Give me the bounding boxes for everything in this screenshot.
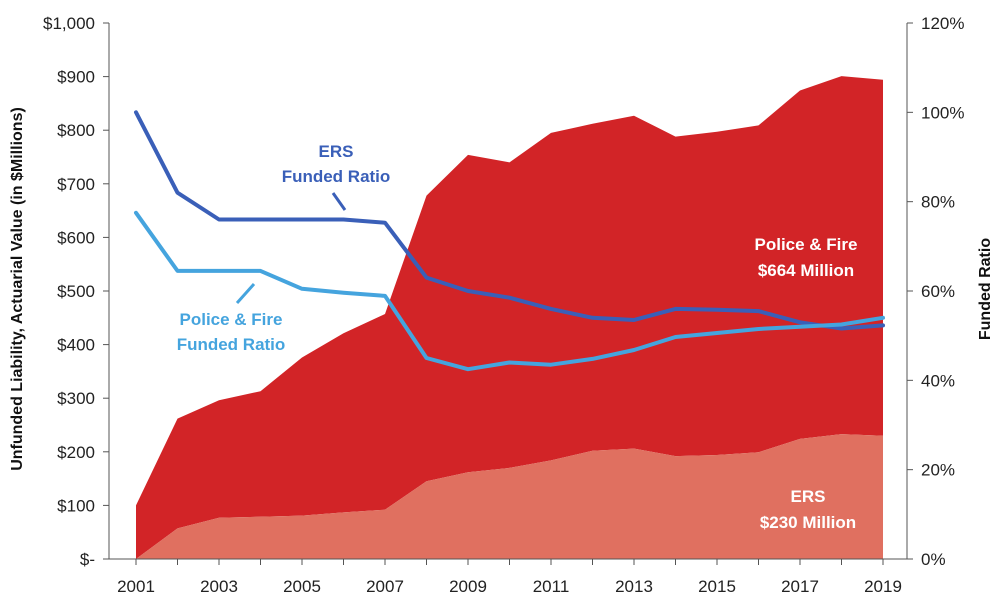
y-tick-label: $700 (57, 175, 95, 194)
x-tick-label: 2009 (449, 577, 487, 596)
y-tick-label: $900 (57, 68, 95, 87)
ers-ratio-annotation-line1: ERS (319, 142, 354, 161)
y-tick-label: $500 (57, 282, 95, 301)
y2-tick-label: 100% (921, 103, 964, 122)
pf-area-annotation-line2: $664 Million (758, 261, 854, 280)
x-tick-label: 2001 (117, 577, 155, 596)
line-series-group (134, 110, 885, 372)
x-tick-label: 2019 (864, 577, 902, 596)
y-axis-title: Unfunded Liability, Actuarial Value (in … (9, 107, 26, 471)
y-tick-label: $- (80, 550, 95, 569)
y2-tick-label: 0% (921, 550, 946, 569)
axes-group (103, 22, 913, 565)
y2-tick-label: 80% (921, 193, 955, 212)
police-fire-area (136, 76, 883, 559)
x-tick-labels: 2001 2003 2005 2007 2009 2011 2013 2015 2017 2019 (117, 577, 902, 596)
y-tick-label: $600 (57, 228, 95, 247)
y2-axis-title: Funded Ratio (977, 238, 994, 340)
y-tick-label: $200 (57, 443, 95, 462)
ers-ratio-annotation-leader (331, 192, 347, 211)
y-tick-label: $400 (57, 336, 95, 355)
pf-area-annotation-line1: Police & Fire (755, 235, 858, 254)
police-fire-funded-ratio-line (134, 210, 885, 372)
x-tick-label: 2005 (283, 577, 321, 596)
y-tick-label: $300 (57, 389, 95, 408)
ers-area-annotation-line1: ERS (791, 487, 826, 506)
x-tick-label: 2011 (533, 577, 570, 596)
ers-funded-ratio-line (134, 110, 885, 331)
y-tick-labels-right: 0% 20% 40% 60% 80% 100% 120% (921, 14, 964, 569)
x-tick-label: 2015 (698, 577, 736, 596)
y2-tick-label: 40% (921, 371, 955, 390)
ers-area (136, 434, 883, 559)
y-tick-label: $800 (57, 121, 95, 140)
x-tick-label: 2017 (781, 577, 819, 596)
ers-area-annotation-line2: $230 Million (760, 513, 856, 532)
x-tick-label: 2003 (200, 577, 238, 596)
x-tick-label: 2013 (615, 577, 653, 596)
y-tick-labels-left: $- $100 $200 $300 $400 $500 $600 $700 $800 $900 $1… (43, 14, 95, 569)
y-tick-label: $1,000 (43, 14, 95, 33)
y-tick-label: $100 (57, 496, 95, 515)
pf-ratio-annotation-leader (235, 282, 256, 305)
area-series-group (136, 76, 883, 559)
y2-tick-label: 60% (921, 282, 955, 301)
ers-ratio-annotation-line2: Funded Ratio (282, 167, 391, 186)
x-tick-label: 2007 (366, 577, 404, 596)
y2-tick-label: 20% (921, 461, 955, 480)
pf-ratio-annotation-line1: Police & Fire (180, 310, 283, 329)
pf-ratio-annotation-line2: Funded Ratio (177, 335, 286, 354)
y2-tick-label: 120% (921, 14, 964, 33)
